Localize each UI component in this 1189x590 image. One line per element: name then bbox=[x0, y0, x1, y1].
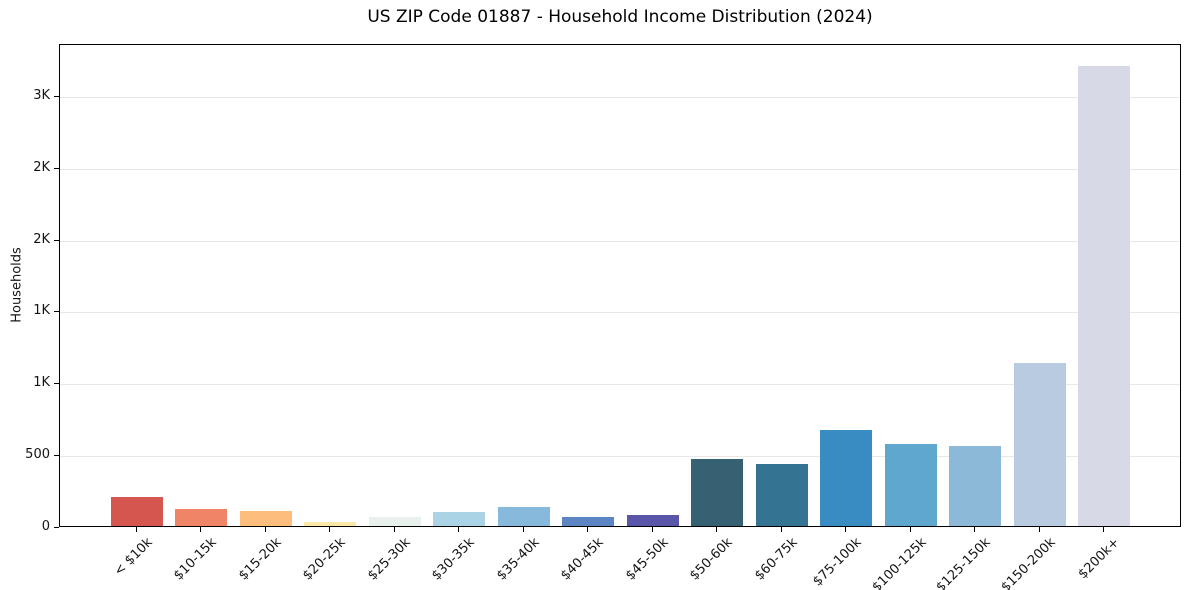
bar-6-3035k bbox=[433, 512, 485, 526]
x-tick bbox=[1103, 527, 1104, 532]
y-tick bbox=[54, 527, 59, 528]
x-tick bbox=[1038, 527, 1040, 532]
bar-12-75100k bbox=[820, 429, 872, 526]
x-tick bbox=[780, 527, 782, 532]
x-tick bbox=[393, 527, 395, 532]
y-tick bbox=[54, 383, 59, 385]
y-tick-label: 1K bbox=[33, 303, 50, 319]
x-tick bbox=[264, 527, 266, 532]
x-tick bbox=[845, 527, 846, 532]
y-tick bbox=[54, 239, 59, 241]
plot-area bbox=[59, 44, 1181, 527]
x-tick-label: < $10k bbox=[111, 535, 156, 580]
bar-15-150200k bbox=[1013, 362, 1066, 526]
x-tick bbox=[974, 527, 975, 532]
x-tick bbox=[522, 527, 524, 532]
x-tick bbox=[651, 527, 653, 532]
x-tick bbox=[135, 527, 137, 532]
bar-4-2025k bbox=[304, 521, 356, 526]
x-tick bbox=[909, 527, 911, 532]
gridline bbox=[60, 168, 1180, 170]
bar-13-100125k bbox=[884, 444, 937, 526]
gridline bbox=[60, 96, 1180, 98]
bar-10-5060k bbox=[691, 459, 743, 526]
x-tick bbox=[458, 527, 459, 532]
bar-7-3540k bbox=[497, 506, 550, 526]
y-tick-label: 2K bbox=[33, 159, 50, 175]
bar-5-2530k bbox=[368, 516, 421, 526]
bar-16-200k+ bbox=[1078, 66, 1130, 526]
y-tick-label: 0 bbox=[41, 519, 50, 534]
y-tick-label: 2K bbox=[33, 231, 50, 247]
gridline bbox=[60, 384, 1180, 386]
x-tick bbox=[329, 527, 330, 532]
bar-3-1520k bbox=[239, 510, 292, 526]
gridline bbox=[60, 240, 1180, 242]
gridline bbox=[60, 456, 1180, 458]
y-tick bbox=[54, 455, 59, 457]
y-tick bbox=[54, 311, 59, 313]
bar-9-4550k bbox=[626, 515, 679, 526]
bar-11-6075k bbox=[755, 463, 808, 526]
x-tick bbox=[716, 527, 717, 532]
bar-2-1015k bbox=[175, 508, 227, 526]
y-tick-label: 500 bbox=[25, 447, 50, 463]
bar-8-4045k bbox=[562, 517, 614, 526]
y-tick bbox=[54, 95, 59, 97]
gridline bbox=[60, 312, 1180, 314]
y-tick-label: 3K bbox=[33, 87, 50, 103]
bar-1-10k bbox=[110, 496, 163, 526]
y-tick-label: 1K bbox=[33, 375, 50, 391]
y-tick bbox=[54, 167, 59, 169]
bar-14-125150k bbox=[949, 446, 1001, 526]
chart-title: US ZIP Code 01887 - Household Income Dis… bbox=[367, 7, 873, 27]
x-tick bbox=[200, 527, 201, 532]
x-tick bbox=[587, 527, 588, 532]
